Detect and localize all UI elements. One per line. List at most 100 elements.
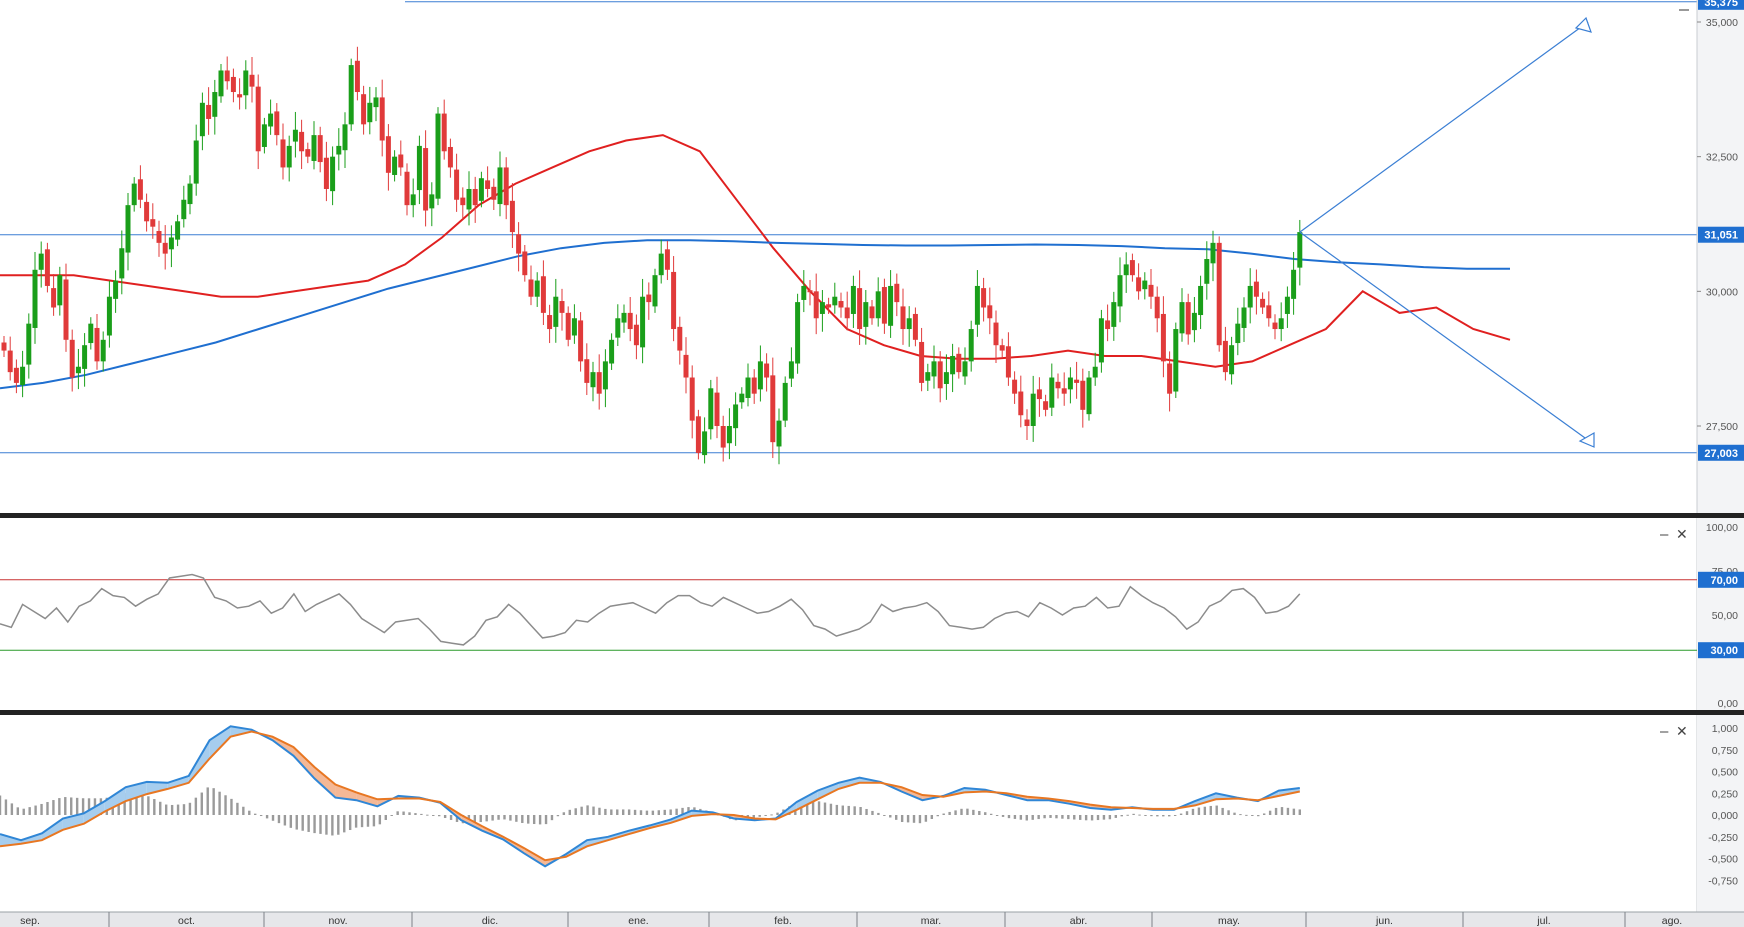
month-label: may.	[1218, 915, 1240, 927]
macd-histogram-bar	[829, 803, 833, 815]
candle	[423, 130, 429, 227]
macd-histogram-bar	[87, 798, 91, 815]
macd-histogram-bar	[176, 804, 180, 815]
candle	[119, 230, 125, 295]
candle-body	[906, 318, 912, 330]
candle-body	[981, 288, 987, 308]
candle-body	[51, 288, 57, 308]
candle-body	[578, 320, 584, 362]
candle	[1098, 309, 1104, 373]
candle-body	[1291, 269, 1297, 299]
macd-fill-segment	[356, 792, 378, 807]
macd-histogram-bar	[22, 808, 25, 815]
price-pane[interactable]	[0, 1, 1697, 465]
macd-histogram-bar	[663, 809, 666, 815]
candle-body	[261, 124, 267, 147]
macd-histogram-bar	[1221, 807, 1224, 815]
candle-body	[131, 183, 137, 206]
macd-histogram-bar	[1257, 815, 1260, 817]
candle-body	[429, 194, 435, 209]
candle-body	[888, 285, 894, 326]
macd-histogram-bar	[984, 812, 987, 815]
candle-body	[1247, 285, 1253, 308]
candle-body	[677, 326, 683, 351]
candle	[13, 359, 19, 394]
candle	[478, 171, 484, 208]
candle-body	[813, 291, 819, 319]
candle-body	[919, 341, 925, 383]
candle-body	[931, 361, 937, 377]
candle-body	[336, 145, 342, 155]
candle	[1105, 304, 1111, 342]
macd-histogram-bar	[586, 805, 589, 815]
macd-histogram-bar	[28, 807, 31, 815]
candle-body	[354, 60, 360, 93]
macd-histogram-bar	[752, 815, 755, 818]
projection-arrows	[1299, 16, 1595, 448]
macd-histogram-bar	[360, 815, 364, 828]
macd-histogram-bar	[147, 796, 150, 815]
candle-body	[1, 342, 7, 351]
candle	[299, 119, 305, 170]
macd-histogram-bar	[645, 810, 649, 815]
pane-separator[interactable]	[0, 710, 1744, 715]
candle	[1049, 363, 1055, 417]
macd-histogram-bar	[123, 793, 126, 815]
macd-minimize-icon[interactable]: –	[1660, 723, 1669, 740]
macd-histogram-bar	[1120, 815, 1123, 817]
candle-body	[1154, 296, 1160, 319]
macd-histogram-bar	[70, 797, 73, 815]
macd-close-icon[interactable]: ✕	[1676, 723, 1688, 739]
candle-body	[1167, 363, 1173, 394]
projection-down-arrowhead	[1578, 431, 1595, 448]
candle	[819, 289, 825, 332]
macd-histogram-bar	[224, 795, 227, 815]
candle-body	[671, 271, 677, 330]
candle-body	[249, 74, 255, 87]
pane-separator[interactable]	[0, 513, 1744, 518]
macd-histogram-bar	[503, 815, 506, 820]
candle	[100, 331, 106, 372]
rsi-minimize-icon[interactable]: –	[1660, 526, 1669, 543]
candle-body	[162, 242, 168, 254]
macd-histogram-bar	[277, 815, 281, 824]
candle	[1092, 352, 1098, 386]
candle	[720, 415, 726, 462]
candle-body	[1160, 313, 1166, 362]
candle-body	[838, 301, 844, 308]
candle-body	[63, 279, 69, 340]
candle	[69, 329, 75, 392]
candle-body	[472, 188, 478, 206]
candle-body	[1210, 242, 1216, 264]
candle-body	[540, 276, 546, 313]
macd-fill-segment	[83, 801, 105, 824]
candle	[1086, 371, 1092, 421]
candle	[1117, 257, 1123, 323]
macd-histogram-bar	[1078, 815, 1082, 820]
candle	[385, 124, 391, 191]
candle	[193, 124, 199, 196]
macd-histogram-bar	[1239, 814, 1242, 816]
macd-pane[interactable]: 1,000 0,750 0,500 0,250 0,000 -0,250 -0,500 -0,…	[0, 715, 1744, 912]
candle	[1067, 367, 1073, 404]
moving-average-short	[0, 134, 1511, 368]
candle	[764, 353, 770, 392]
macd-histogram-bar	[1055, 815, 1058, 819]
macd-axis-label: -0,500	[1708, 854, 1738, 866]
macd-histogram-bar	[271, 815, 275, 821]
macd-fill-segment	[335, 784, 357, 801]
candle-body	[32, 269, 38, 328]
candle-body	[819, 302, 825, 314]
candle-body	[1179, 302, 1185, 334]
candle-body	[373, 97, 379, 108]
candle	[733, 392, 739, 446]
macd-histogram-bar	[562, 812, 566, 815]
macd-histogram-bar	[1168, 815, 1171, 817]
candle	[199, 92, 205, 151]
candle	[999, 338, 1005, 358]
candle	[956, 347, 962, 379]
rsi-close-icon[interactable]: ✕	[1676, 526, 1688, 542]
candle-body	[206, 104, 212, 119]
